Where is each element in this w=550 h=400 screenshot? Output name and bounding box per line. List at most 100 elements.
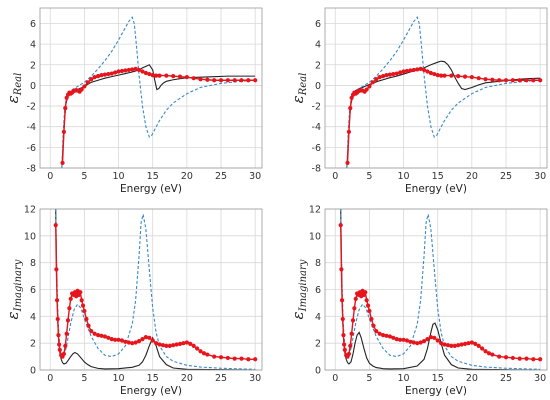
y-axis-label-subscript: Imaginary (13, 259, 24, 312)
red-marker-point (55, 316, 60, 322)
red-marker-point (181, 341, 186, 346)
y-axis-label-subscript: Real (13, 73, 24, 97)
red-marker-point (80, 303, 86, 308)
red-marker-point (147, 71, 152, 77)
x-tick-label-bottom-left-25: 25 (215, 373, 227, 384)
y-tick-label-bottom-right-2: 2 (315, 339, 321, 350)
red-marker-point (60, 160, 65, 165)
y-tick-label-bottom-right-6: 6 (315, 285, 321, 296)
red-marker-point (82, 308, 87, 314)
series-red-markers-bottom-left (53, 223, 258, 362)
x-tick-label-top-right-5: 5 (366, 171, 372, 182)
red-marker-point (205, 352, 210, 357)
red-marker-point (466, 341, 471, 346)
red-marker-point (476, 343, 481, 348)
y-tick-label-top-left--6: -6 (27, 143, 36, 154)
red-marker-point (476, 76, 481, 81)
red-marker-point (371, 323, 376, 328)
x-tick-label-top-right-10: 10 (398, 171, 410, 182)
red-marker-point (184, 340, 189, 345)
red-marker-point (171, 74, 176, 79)
red-marker-point (469, 340, 474, 345)
red-marker-point (421, 67, 427, 73)
red-marker-point (469, 75, 474, 80)
red-marker-point (150, 72, 155, 78)
red-marker-point (394, 337, 399, 342)
red-marker-point (531, 78, 536, 83)
red-marker-point (342, 342, 347, 347)
red-marker-point (205, 77, 210, 82)
red-marker-point (365, 303, 371, 308)
x-tick-label-top-right-25: 25 (500, 171, 512, 182)
red-marker-point (82, 84, 87, 89)
red-marker-point (188, 341, 193, 346)
plot-area-top-left (40, 8, 262, 168)
red-marker-point (143, 335, 148, 340)
x-tick-label-bottom-right-20: 20 (466, 373, 478, 384)
red-marker-point (56, 333, 61, 338)
red-marker-point (391, 71, 396, 77)
red-marker-point (517, 78, 522, 83)
red-marker-point (425, 337, 430, 342)
red-marker-point (212, 78, 217, 83)
red-marker-point (218, 78, 224, 83)
y-tick-label-bottom-left-2: 2 (30, 339, 36, 350)
y-axis-label-symbol: ε (289, 95, 307, 103)
red-marker-point (79, 87, 84, 92)
y-tick-label-top-left-4: 4 (30, 40, 36, 51)
red-marker-point (133, 340, 138, 345)
y-tick-label-bottom-right-4: 4 (315, 312, 321, 323)
red-marker-point (239, 356, 244, 361)
red-marker-point (432, 71, 437, 77)
y-axis-label-top-left: εReal (4, 73, 24, 104)
red-marker-point (113, 337, 118, 342)
y-tick-label-top-right-2: 2 (315, 60, 321, 71)
panel-top-right: 0 5 10 15 20 25 30 -8 -6 -4 -2 0 2 4 6 Energy (eV) εReal (289, 7, 548, 195)
red-marker-point (63, 343, 68, 348)
red-marker-point (384, 333, 389, 338)
y-axis-label-symbol: ε (289, 311, 307, 319)
red-marker-point (377, 331, 382, 336)
red-marker-point (338, 223, 343, 228)
red-marker-point (483, 77, 488, 82)
red-marker-point (377, 75, 382, 80)
red-marker-point (442, 342, 447, 347)
red-marker-point (442, 73, 447, 78)
y-tick-label-bottom-left-12: 12 (24, 205, 36, 216)
y-tick-label-top-right--2: -2 (312, 102, 321, 113)
series-red-markers-bottom-right (338, 223, 543, 362)
red-marker-point (449, 343, 454, 348)
red-marker-point (418, 340, 423, 345)
panel-top-left: 0 5 10 15 20 25 30 -8 -6 -4 -2 0 2 4 6 Energy (eV) εReal (4, 7, 263, 195)
red-marker-point (486, 351, 492, 356)
y-tick-label-bottom-right-8: 8 (315, 258, 321, 269)
red-marker-point (503, 78, 509, 83)
y-tick-label-top-right-6: 6 (315, 19, 321, 30)
red-marker-point (99, 333, 104, 338)
x-tick-label-top-left-30: 30 (249, 171, 261, 182)
red-marker-point (225, 355, 230, 361)
red-marker-point (119, 68, 125, 74)
red-marker-point (428, 70, 433, 76)
x-axis-label-bottom-left: Energy (eV) (120, 385, 182, 397)
red-marker-point (462, 74, 468, 79)
red-marker-point (387, 72, 392, 77)
red-marker-point (116, 337, 121, 342)
red-marker-point (126, 340, 131, 345)
red-marker-point (177, 341, 183, 346)
y-tick-label-top-left--4: -4 (27, 122, 36, 133)
red-marker-point (435, 338, 440, 343)
plot-area-top-right (325, 8, 547, 168)
red-marker-point (398, 70, 403, 75)
red-marker-point (167, 343, 172, 348)
x-tick-label-bottom-left-15: 15 (147, 373, 159, 384)
red-marker-point (348, 106, 353, 111)
red-marker-point (341, 333, 346, 338)
red-marker-point (136, 67, 142, 73)
red-marker-point (119, 338, 125, 343)
red-marker-point (374, 77, 379, 82)
red-marker-point (380, 333, 386, 338)
red-marker-point (524, 356, 529, 361)
red-marker-point (432, 335, 437, 340)
red-marker-point (95, 74, 101, 79)
